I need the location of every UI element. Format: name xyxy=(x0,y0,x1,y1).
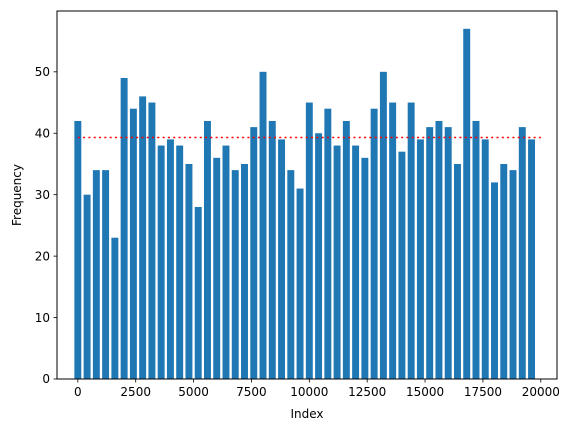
x-tick-label: 10000 xyxy=(290,385,328,399)
bar xyxy=(472,120,480,380)
y-tick-label: 50 xyxy=(35,65,50,79)
bar xyxy=(398,151,406,379)
x-axis-label: Index xyxy=(290,407,323,421)
bar xyxy=(444,127,452,379)
bar xyxy=(426,127,434,379)
x-tick-label: 15000 xyxy=(406,385,444,399)
bar xyxy=(176,145,184,379)
bar xyxy=(435,120,443,380)
x-tick-label: 0 xyxy=(74,385,82,399)
y-axis: 0 10 20 30 40 50 xyxy=(35,65,57,386)
bar xyxy=(92,170,100,379)
bars-group xyxy=(74,28,536,380)
y-tick-label: 10 xyxy=(35,311,50,325)
bar xyxy=(287,170,295,379)
bar xyxy=(120,77,128,380)
bar xyxy=(111,237,119,379)
bar xyxy=(268,120,276,380)
bar xyxy=(324,108,332,380)
bar xyxy=(315,133,323,379)
bar xyxy=(222,145,230,379)
x-tick-label: 20000 xyxy=(522,385,560,399)
y-tick-label: 30 xyxy=(35,188,50,202)
bar xyxy=(453,163,461,379)
bar xyxy=(129,108,137,380)
bar xyxy=(213,157,221,379)
bar xyxy=(481,139,489,379)
x-tick-label: 5000 xyxy=(178,385,209,399)
bar xyxy=(241,163,248,379)
bar xyxy=(166,139,174,379)
bar xyxy=(203,120,211,380)
bar xyxy=(389,102,397,379)
bar xyxy=(83,194,91,379)
bar xyxy=(370,108,378,380)
bar xyxy=(102,170,110,379)
x-tick-label: 2500 xyxy=(120,385,151,399)
x-tick-label: 17500 xyxy=(464,385,502,399)
x-tick-label: 7500 xyxy=(236,385,267,399)
bar xyxy=(296,188,304,379)
x-axis: 0 2500 5000 7500 10000 12500 15000 17500 20000 xyxy=(74,379,560,399)
bar xyxy=(231,170,239,379)
bar xyxy=(250,127,258,379)
bar xyxy=(361,157,369,379)
bar xyxy=(518,127,526,379)
bar xyxy=(379,71,387,380)
bar xyxy=(407,102,415,379)
y-tick-label: 40 xyxy=(35,126,50,140)
bar xyxy=(259,71,267,380)
bar xyxy=(278,139,286,379)
bar xyxy=(333,145,341,379)
bar xyxy=(157,145,165,379)
bar xyxy=(416,139,424,379)
bar xyxy=(342,120,350,380)
bar xyxy=(305,102,313,379)
bar xyxy=(500,163,508,379)
bar xyxy=(528,139,536,379)
bar xyxy=(509,170,517,379)
bar xyxy=(352,145,360,379)
y-tick-label: 0 xyxy=(42,372,50,386)
bar xyxy=(148,102,156,379)
y-axis-label: Frequency xyxy=(10,164,24,226)
x-tick-label: 12500 xyxy=(348,385,386,399)
bar xyxy=(74,120,82,380)
bar xyxy=(463,28,471,380)
bar xyxy=(194,206,202,379)
bar xyxy=(139,96,147,379)
y-tick-label: 20 xyxy=(35,249,50,263)
bar xyxy=(185,163,193,379)
bar xyxy=(491,182,498,379)
